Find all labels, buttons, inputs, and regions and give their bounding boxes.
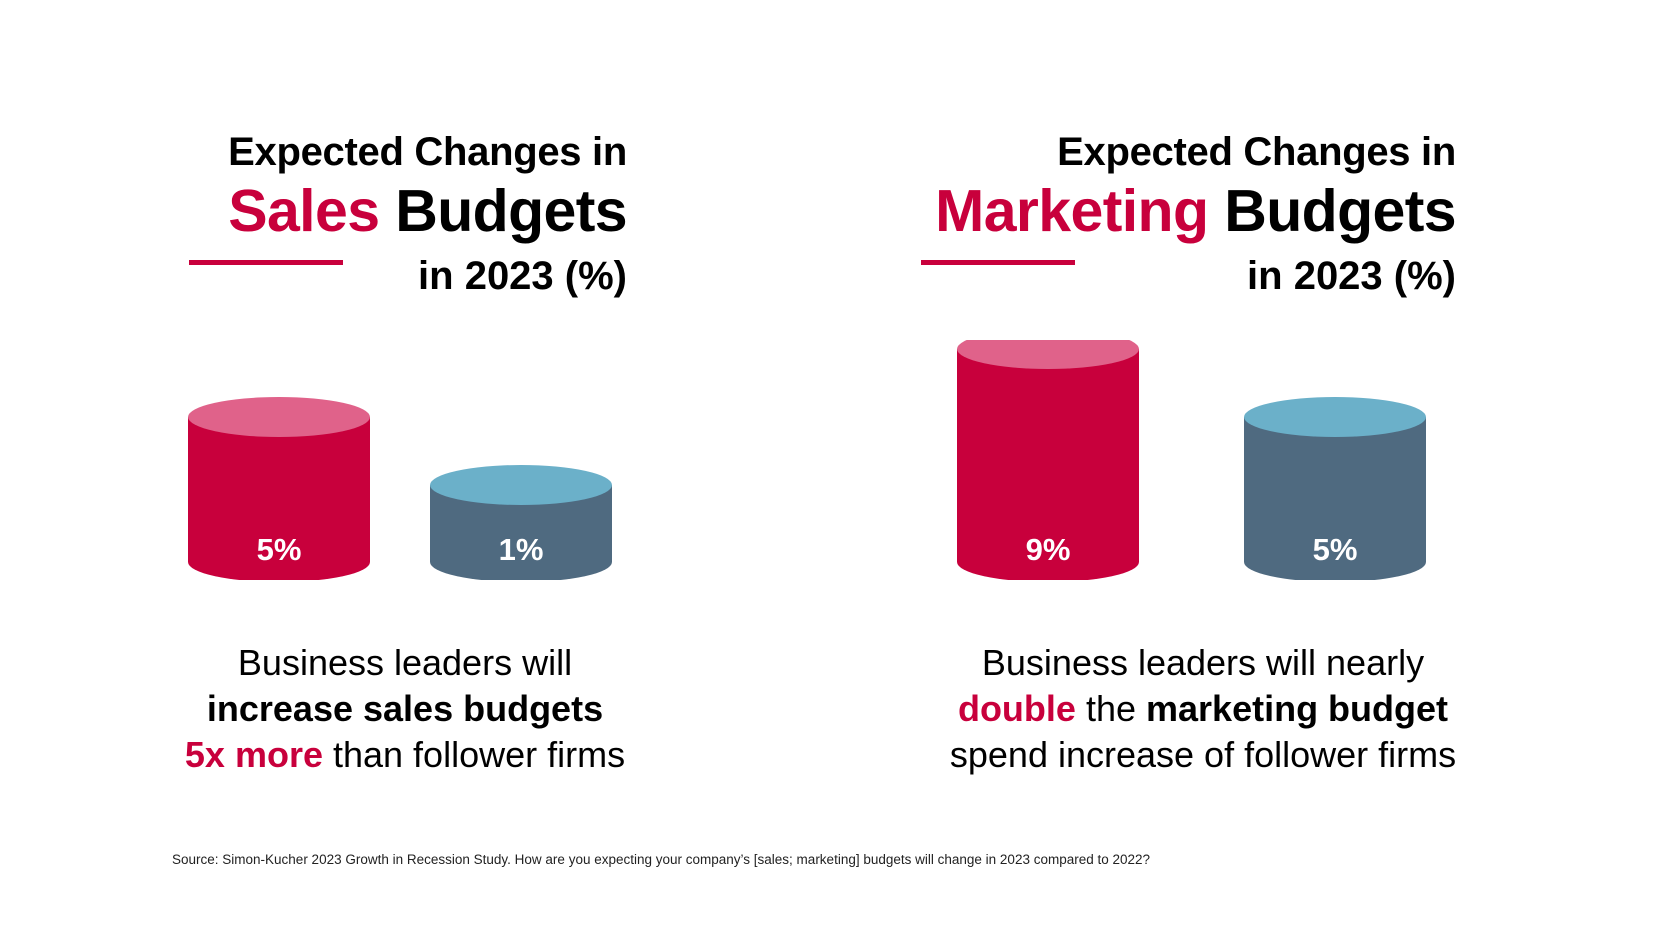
marketing-caption-line1: Business leaders will nearly [981, 642, 1425, 683]
marketing-caption-line3: spend increase of follower firms [949, 734, 1457, 775]
sales-caption-line2: increase sales budgets [120, 686, 690, 732]
bar-value-label: 5% [257, 532, 302, 567]
marketing-budget-panel: Expected Changes in Marketing Budgets in… [833, 0, 1667, 925]
marketing-title-underline [921, 260, 1075, 265]
marketing-title-line2: Marketing Budgets [935, 176, 1456, 246]
cylinder-body [430, 485, 612, 580]
sales-caption-accent: 5x more [184, 734, 323, 775]
marketing-title-accent: Marketing [935, 178, 1209, 244]
cylinder-bar-1: 5% [188, 397, 370, 580]
marketing-title-line1: Expected Changes in [1057, 130, 1456, 174]
cylinder-bar-2: 1% [430, 465, 612, 580]
marketing-cylinder-chart: 9% 5% [957, 340, 1426, 580]
bar-value-label: 1% [499, 532, 544, 567]
cylinder-top [430, 465, 612, 505]
bar-value-label: 9% [1026, 532, 1071, 567]
sales-caption-line1: Business leaders will [237, 642, 573, 683]
sales-caption-bold: increase sales budgets [206, 688, 604, 729]
cylinder-body [188, 417, 370, 580]
marketing-caption-bold: marketing budget [1146, 688, 1449, 729]
cylinder-body [1244, 417, 1426, 580]
cylinder-bar-2: 5% [1244, 397, 1426, 580]
cylinder-top [1244, 397, 1426, 437]
sales-title-line1: Expected Changes in [228, 130, 627, 174]
marketing-caption-line2: double the marketing budget [903, 686, 1503, 732]
sales-title-rest: Budgets [379, 178, 627, 244]
marketing-caption: Business leaders will nearly double the … [903, 640, 1503, 778]
source-note: Source: Simon-Kucher 2023 Growth in Rece… [172, 852, 1151, 867]
sales-budget-panel: Expected Changes in Sales Budgets in 202… [0, 0, 833, 925]
sales-caption: Business leaders will increase sales bud… [120, 640, 690, 778]
marketing-title-rest: Budgets [1208, 178, 1456, 244]
marketing-title: Expected Changes in Marketing Budgets in… [935, 128, 1456, 306]
sales-caption-tail: than follower firms [322, 734, 626, 775]
bar-value-label: 5% [1313, 532, 1358, 567]
marketing-title-line3: in 2023 (%) [1247, 254, 1456, 298]
sales-title-underline [189, 260, 343, 265]
sales-title: Expected Changes in Sales Budgets in 202… [228, 128, 627, 306]
sales-title-line3: in 2023 (%) [418, 254, 627, 298]
sales-title-line2: Sales Budgets [228, 176, 627, 246]
sales-title-accent: Sales [228, 178, 380, 244]
cylinder-bar-1: 9% [957, 340, 1139, 580]
marketing-caption-accent: double [957, 688, 1076, 729]
cylinder-body [957, 349, 1139, 580]
sales-cylinder-chart: 5% 1% [188, 397, 612, 580]
sales-caption-line3: 5x more than follower firms [120, 732, 690, 778]
cylinder-top [188, 397, 370, 437]
cylinder-top [957, 340, 1139, 369]
marketing-caption-mid: the [1075, 688, 1146, 729]
